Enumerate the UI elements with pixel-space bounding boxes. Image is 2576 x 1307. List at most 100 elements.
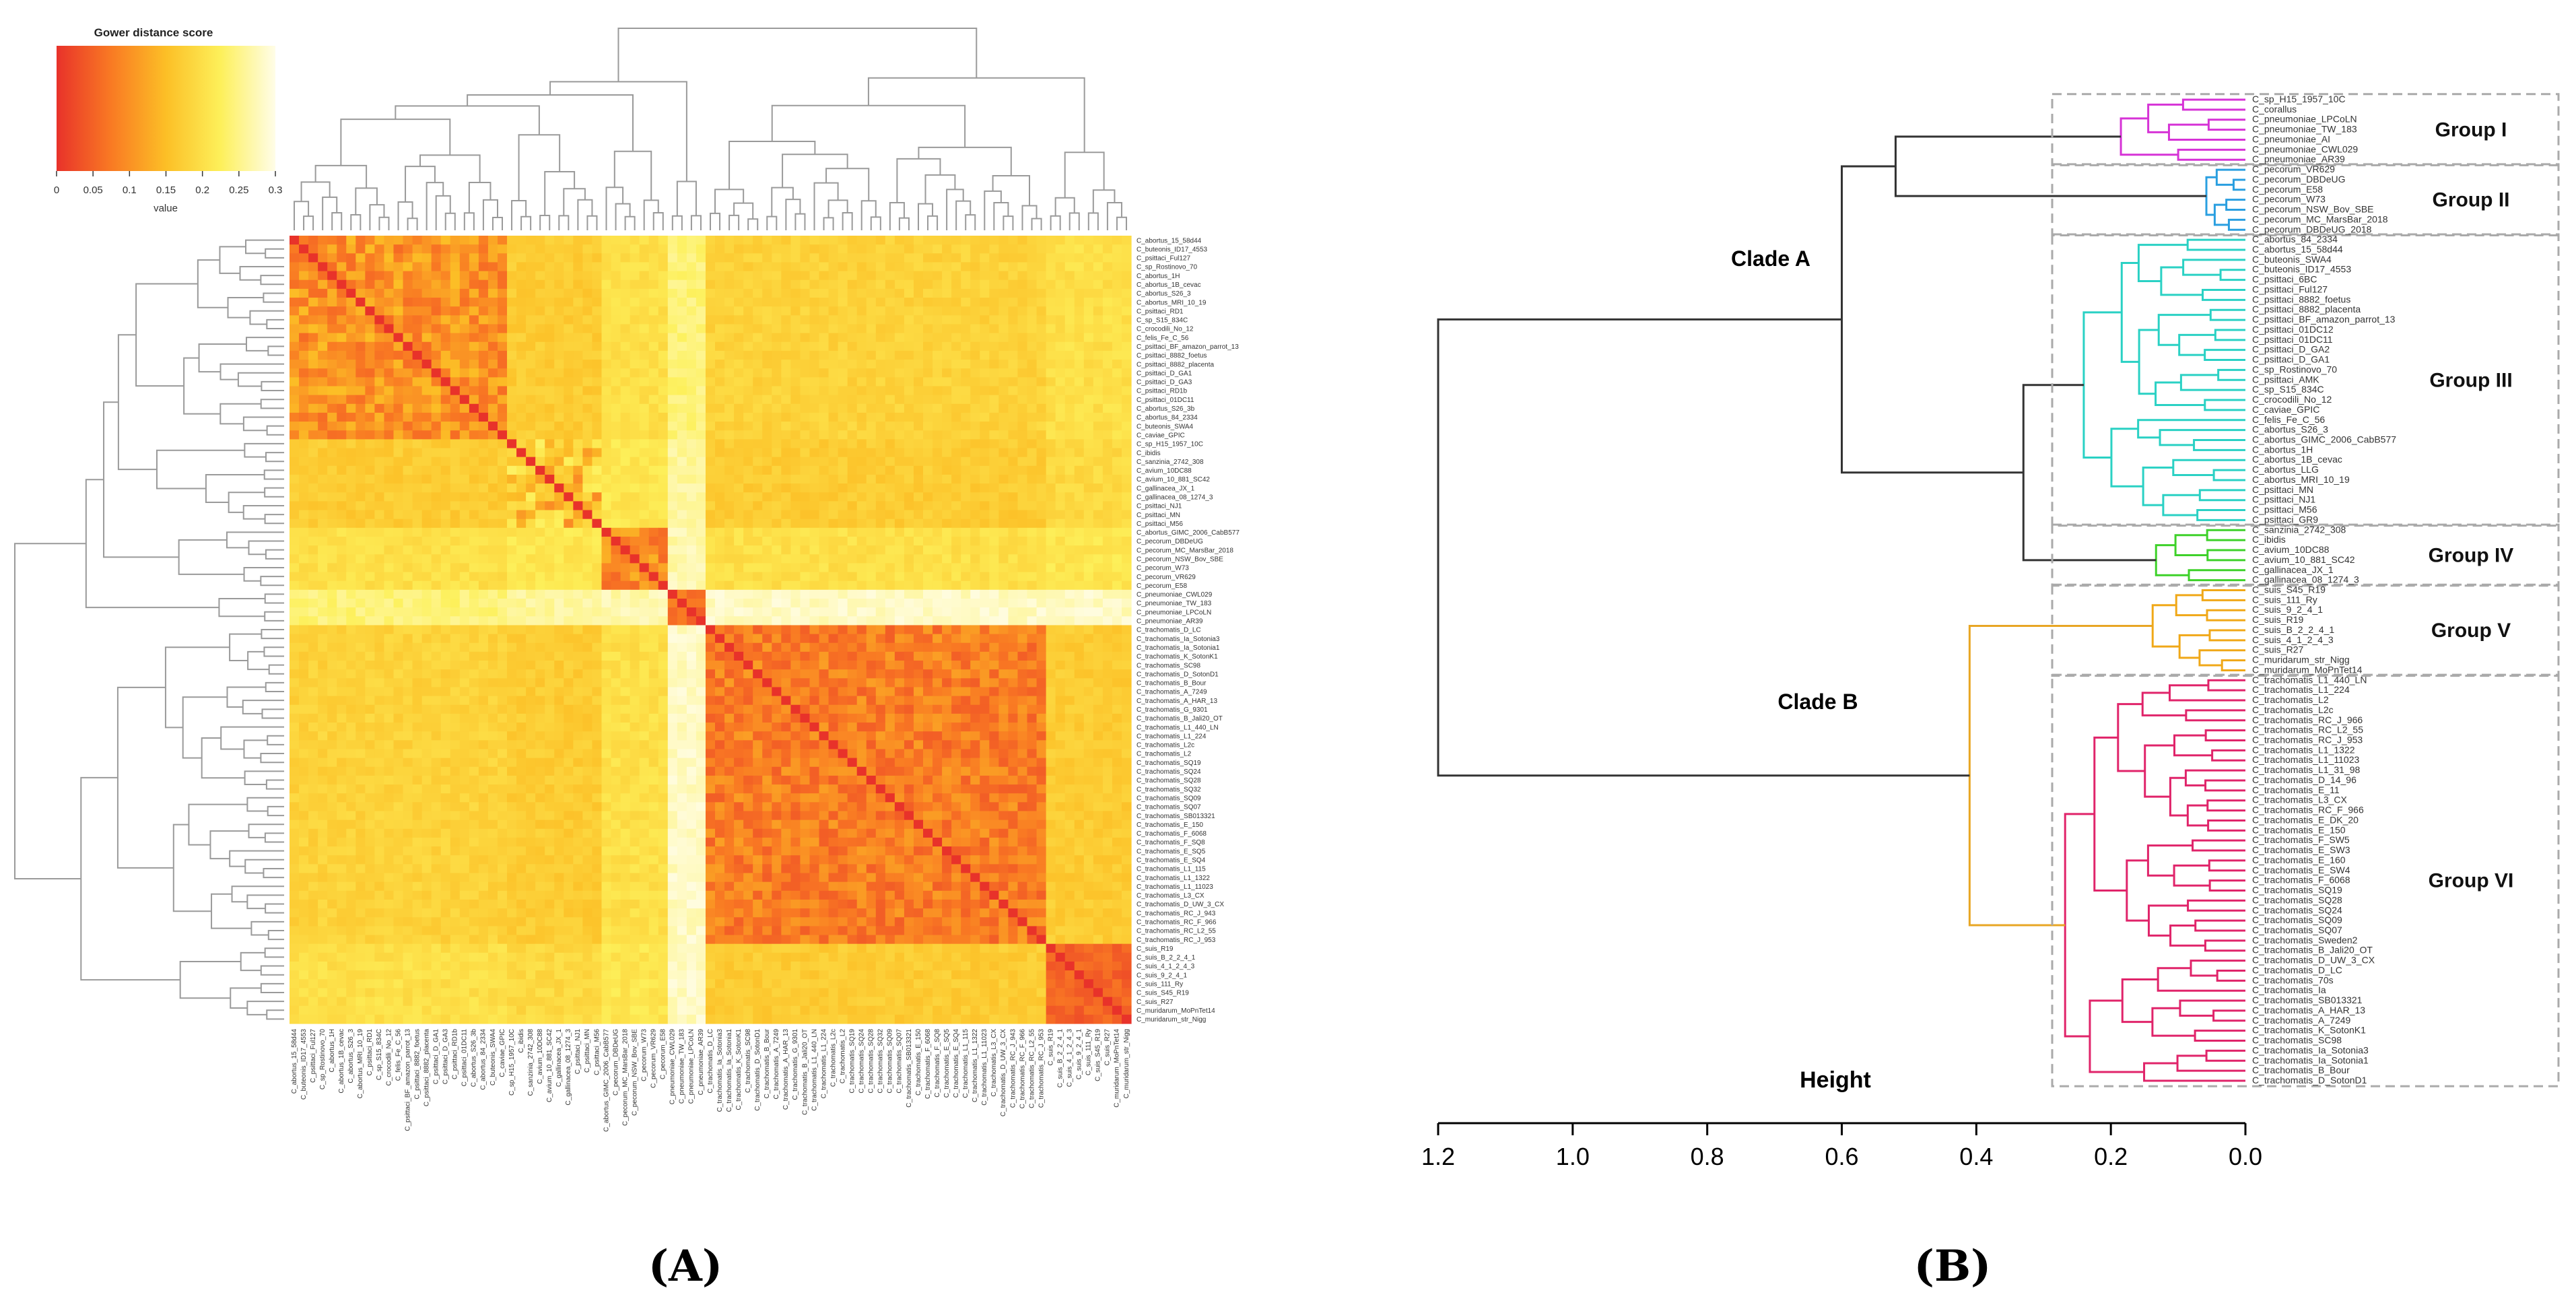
heatmap-cell (743, 474, 753, 484)
heatmap-cell (715, 589, 725, 599)
heatmap-cell (601, 634, 612, 644)
heatmap-cell (856, 642, 867, 652)
heatmap-cell (724, 687, 735, 697)
heatmap-cell (686, 360, 697, 369)
heatmap-cell (980, 589, 990, 599)
heatmap-cell (592, 430, 603, 440)
heatmap-cell (686, 324, 697, 334)
heatmap-cell (374, 341, 385, 351)
heatmap-cell (516, 527, 527, 537)
heatmap-cell (705, 536, 716, 546)
heatmap-cell (838, 678, 848, 688)
heatmap-cell (412, 350, 423, 360)
heatmap-cell (554, 279, 564, 290)
heatmap-cell (601, 678, 612, 688)
heatmap-cell (838, 696, 848, 706)
heatmap-cell (337, 430, 347, 440)
heatmap-cell (459, 430, 470, 440)
heatmap-cell (1008, 492, 1019, 502)
heatmap-cell (1046, 527, 1056, 537)
heatmap-cell (393, 589, 404, 599)
heatmap-cell (980, 580, 990, 591)
heatmap-cell (1055, 492, 1066, 502)
heatmap-cell (885, 510, 895, 520)
heatmap-cell (1046, 474, 1056, 484)
heatmap-cell (337, 288, 347, 298)
heatmap-cell (516, 395, 527, 405)
heatmap-cell (299, 412, 309, 422)
heatmap-cell (856, 625, 867, 635)
heatmap-cell (507, 244, 517, 254)
heatmap-cell (337, 465, 347, 475)
heatmap-cell (611, 554, 621, 564)
heatmap-cell (677, 271, 687, 281)
heatmap-cell (762, 315, 772, 325)
heatmap-cell (847, 545, 858, 555)
heatmap-cell (299, 563, 309, 573)
heatmap-cell (1008, 661, 1019, 670)
heatmap-cell (299, 395, 309, 405)
heatmap-cell (904, 661, 914, 670)
heatmap-cell (970, 616, 980, 626)
heatmap-cell (724, 422, 735, 431)
heatmap-cell (781, 288, 791, 298)
heatmap-cell (601, 279, 612, 290)
heatmap-cell (384, 651, 395, 661)
heatmap-cell (1027, 704, 1038, 714)
heatmap-cell (980, 288, 990, 298)
heatmap-cell (1083, 598, 1094, 608)
heatmap-cell (497, 430, 508, 440)
heatmap-cell (582, 395, 593, 405)
heatmap-cell (686, 377, 697, 387)
heatmap-cell (856, 607, 867, 617)
heatmap-cell (620, 572, 631, 582)
heatmap-cell (686, 279, 697, 290)
heatmap-cell (913, 501, 924, 511)
heatmap-cell (923, 350, 933, 360)
heatmap-cell (318, 563, 328, 573)
heatmap-cell (715, 625, 725, 635)
heatmap-cell (866, 661, 877, 670)
heatmap-cell (535, 625, 545, 635)
heatmap-cell (393, 501, 404, 511)
heatmap-cell (1083, 386, 1094, 396)
heatmap-cell (507, 306, 517, 316)
heatmap-cell (800, 341, 811, 351)
heatmap-cell (847, 598, 858, 608)
heatmap-cell (677, 563, 687, 573)
heatmap-cell (374, 360, 385, 369)
heatmap-cell (1112, 661, 1122, 670)
heatmap-cell (630, 236, 640, 245)
heatmap-cell (1027, 306, 1038, 316)
heatmap-cell (913, 271, 924, 281)
heatmap-cell (951, 324, 961, 334)
heatmap-cell (1074, 634, 1085, 644)
heatmap-cell (838, 403, 848, 413)
heatmap-cell (459, 625, 470, 635)
heatmap-cell (516, 625, 527, 635)
heatmap-cell (611, 616, 621, 626)
heatmap-cell (734, 589, 744, 599)
heatmap-cell (753, 492, 763, 502)
heatmap-cell (327, 625, 337, 635)
heatmap-cell (781, 244, 791, 254)
heatmap-cell (535, 271, 545, 281)
heatmap-cell (667, 669, 678, 679)
heatmap-cell (819, 687, 829, 697)
heatmap-cell (743, 350, 753, 360)
heatmap-cell (1083, 236, 1094, 245)
heatmap-cell (1064, 306, 1075, 316)
heatmap-cell (1036, 589, 1047, 599)
heatmap-cell (1008, 403, 1019, 413)
heatmap-cell (734, 616, 744, 626)
heatmap-cell (290, 554, 300, 564)
heatmap-cell (290, 651, 300, 661)
heatmap-cell (1112, 412, 1122, 422)
heatmap-cell (554, 687, 564, 697)
heatmap-cell (856, 536, 867, 546)
heatmap-cell (592, 271, 603, 281)
heatmap-cell (696, 298, 706, 307)
heatmap-cell (800, 651, 811, 661)
heatmap-cell (772, 545, 782, 555)
heatmap-cell (308, 253, 318, 263)
